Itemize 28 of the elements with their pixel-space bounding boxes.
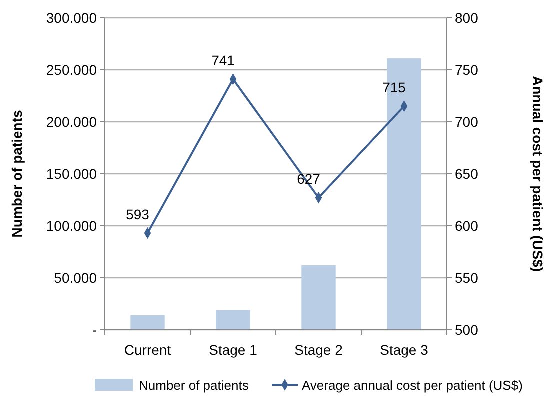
y-tick-label: - xyxy=(92,322,98,338)
bar xyxy=(130,315,165,330)
y2-tick-label: 600 xyxy=(455,218,479,234)
y2-tick-label: 750 xyxy=(455,62,479,78)
y-tick-label: 150.000 xyxy=(46,166,98,182)
x-tick-label: Stage 2 xyxy=(294,342,344,358)
y2-tick-label: 650 xyxy=(455,166,479,182)
y2-tick-label: 550 xyxy=(455,270,479,286)
bar xyxy=(302,266,336,330)
y-tick-label: 50.000 xyxy=(54,270,98,286)
data-label: 593 xyxy=(126,206,150,222)
y2-tick-label: 800 xyxy=(455,10,479,26)
y2-tick-label: 700 xyxy=(455,114,479,130)
x-tick-label: Current xyxy=(124,342,172,358)
legend-label: Number of patients xyxy=(139,378,250,393)
y-tick-label: 200.000 xyxy=(46,114,98,130)
y-tick-label: 250.000 xyxy=(46,62,98,78)
y-axis-title: Number of patients xyxy=(9,110,25,238)
bar xyxy=(216,310,250,330)
y2-axis-title: Annual cost per patient (US$) xyxy=(530,76,545,272)
y-tick-label: 300.000 xyxy=(46,10,98,26)
x-tick-label: Stage 3 xyxy=(380,342,429,358)
y2-tick-label: 500 xyxy=(455,322,479,338)
data-label: 741 xyxy=(212,52,236,68)
y-tick-label: 100.000 xyxy=(46,218,98,234)
x-tick-label: Stage 1 xyxy=(209,342,258,358)
legend-label: Average annual cost per patient (US$) xyxy=(302,378,523,393)
data-label: 715 xyxy=(382,79,406,96)
